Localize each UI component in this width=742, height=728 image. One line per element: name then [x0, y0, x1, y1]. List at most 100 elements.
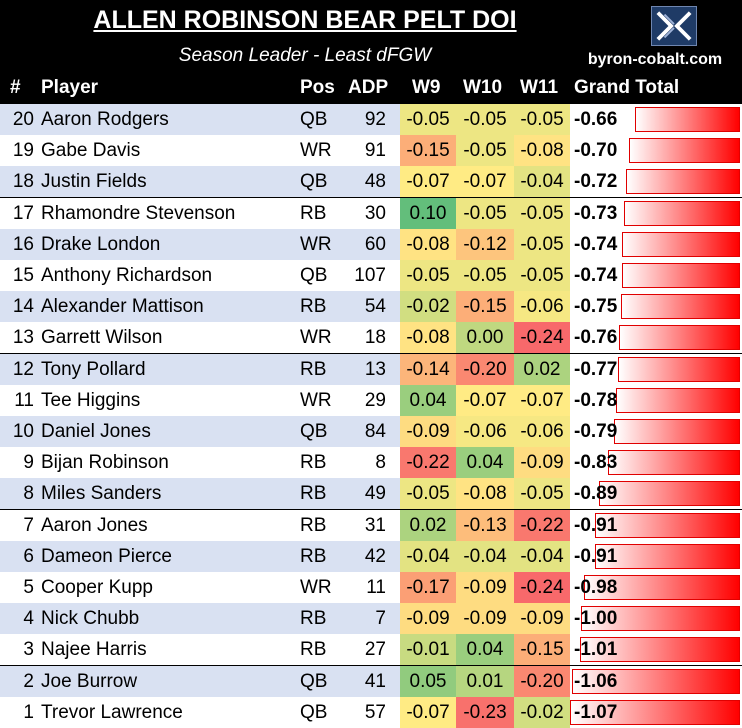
total-value: -0.66: [574, 109, 618, 130]
w11-cell: -0.08: [514, 135, 570, 167]
player-cell: Garrett Wilson: [41, 327, 163, 349]
pos-cell: WR: [300, 233, 332, 255]
col-header-total: Grand Total: [574, 77, 680, 98]
adp-cell: 27: [364, 639, 386, 661]
adp-cell: 31: [364, 514, 386, 536]
total-bar: [622, 231, 740, 257]
w10-cell: -0.04: [456, 540, 514, 572]
total-cell: -0.66: [570, 104, 742, 135]
col-header-adp: ADP: [348, 77, 389, 98]
table-row: 9 Bijan Robinson RB 8 -0.22 0.04 -0.09 -0.83: [0, 447, 742, 479]
w10-cell: -0.20: [456, 353, 514, 385]
player-cell: Miles Sanders: [41, 483, 162, 505]
col-header-rank: #: [10, 77, 21, 98]
player-cell: Aaron Rodgers: [41, 109, 169, 130]
w11-cell: 0.02: [514, 353, 570, 385]
col-header-pos: Pos: [300, 77, 335, 98]
total-cell: -1.06: [570, 665, 742, 697]
total-cell: -0.72: [570, 166, 742, 198]
table-row: 2 Joe Burrow QB 41 0.05 0.01 -0.20 -1.06: [0, 665, 742, 697]
pos-cell: WR: [300, 327, 332, 349]
table-row: 7 Aaron Jones RB 31 0.02 -0.13 -0.22 -0.91: [0, 509, 742, 541]
rank-cell: 17: [12, 202, 34, 224]
total-cell: -0.73: [570, 197, 742, 229]
total-bar: [572, 668, 740, 694]
total-value: -1.07: [574, 701, 618, 723]
col-header-w9: W9: [412, 77, 441, 98]
table-row: 10 Daniel Jones QB 84 -0.09 -0.06 -0.06 -0.79: [0, 416, 742, 447]
table-row: 19 Gabe Davis WR 91 -0.15 -0.05 -0.08 -0.70: [0, 135, 742, 167]
table-row: 16 Drake London WR 60 -0.08 -0.12 -0.05 -0.74: [0, 228, 742, 260]
w9-cell: -0.22: [400, 447, 456, 479]
w11-cell: -0.24: [514, 322, 570, 354]
w10-cell: -0.05: [456, 135, 514, 167]
total-bar: [599, 481, 740, 507]
rank-cell: 15: [12, 265, 34, 286]
total-bar: [614, 419, 740, 444]
col-header-player: Player: [41, 77, 99, 98]
w11-cell: -0.05: [514, 228, 570, 260]
total-value: -0.75: [574, 296, 618, 318]
total-bar: [608, 450, 740, 476]
w9-cell: -0.07: [400, 696, 456, 728]
total-cell: -0.70: [570, 135, 742, 167]
w9-cell: -0.09: [400, 603, 456, 635]
total-value: -1.00: [574, 608, 618, 630]
w10-cell: -0.09: [456, 572, 514, 603]
w9-cell: -0.05: [400, 260, 456, 291]
w11-cell: -0.04: [514, 540, 570, 572]
adp-cell: 13: [364, 358, 386, 380]
table-row: 3 Najee Harris RB 27 -0.01 0.04 -0.15 -1.01: [0, 634, 742, 666]
total-cell: -0.83: [570, 447, 742, 479]
table-row: 11 Tee Higgins WR 29 0.04 -0.07 -0.07 -0.78: [0, 384, 742, 416]
w10-cell: 0.04: [456, 634, 514, 666]
adp-cell: 84: [364, 421, 386, 442]
adp-cell: 48: [364, 171, 386, 193]
w10-cell: -0.23: [456, 696, 514, 728]
pos-cell: WR: [300, 140, 332, 162]
w10-cell: 0.04: [456, 447, 514, 479]
w10-cell: -0.15: [456, 291, 514, 323]
pos-cell: RB: [300, 483, 327, 505]
w11-cell: -0.09: [514, 603, 570, 635]
rank-cell: 8: [23, 483, 34, 505]
w11-cell: -0.06: [514, 416, 570, 447]
header: ALLEN ROBINSON BEAR PELT DOI Season Lead…: [0, 0, 742, 103]
adp-cell: 8: [375, 452, 386, 474]
w10-cell: -0.12: [456, 228, 514, 260]
adp-cell: 42: [364, 545, 386, 567]
total-value: -0.89: [574, 483, 618, 505]
total-bar: [595, 512, 740, 538]
w10-cell: -0.05: [456, 260, 514, 291]
pos-cell: RB: [300, 545, 327, 567]
w11-cell: -0.15: [514, 634, 570, 666]
table-row: 14 Alexander Mattison RB 54 -0.02 -0.15 -0.06-…: [0, 291, 742, 323]
player-cell: Dameon Pierce: [41, 545, 172, 567]
total-value: -0.79: [574, 421, 618, 442]
pos-cell: QB: [300, 109, 328, 130]
pos-cell: RB: [300, 514, 327, 536]
pos-cell: RB: [300, 639, 327, 661]
w9-cell: 0.05: [400, 665, 456, 697]
w11-cell: -0.20: [514, 665, 570, 697]
adp-cell: 54: [364, 296, 386, 318]
total-cell: -1.07: [570, 696, 742, 728]
adp-cell: 91: [364, 140, 386, 162]
pos-cell: WR: [300, 389, 332, 411]
w10-cell: -0.06: [456, 416, 514, 447]
player-cell: Alexander Mattison: [41, 296, 204, 318]
player-cell: Aaron Jones: [41, 514, 148, 536]
w9-cell: -0.15: [400, 135, 456, 167]
w9-cell: 0.10: [400, 197, 456, 229]
total-cell: -0.74: [570, 260, 742, 291]
total-cell: -1.00: [570, 603, 742, 635]
rank-cell: 2: [23, 670, 34, 692]
total-cell: -0.78: [570, 384, 742, 416]
rank-cell: 10: [12, 421, 34, 442]
rank-cell: 19: [12, 140, 34, 162]
player-cell: Cooper Kupp: [41, 577, 153, 598]
total-cell: -0.91: [570, 509, 742, 541]
pos-cell: QB: [300, 670, 328, 692]
total-bar: [626, 169, 740, 195]
table-row: 12 Tony Pollard RB 13 -0.14 -0.20 0.02 -0.77: [0, 353, 742, 385]
